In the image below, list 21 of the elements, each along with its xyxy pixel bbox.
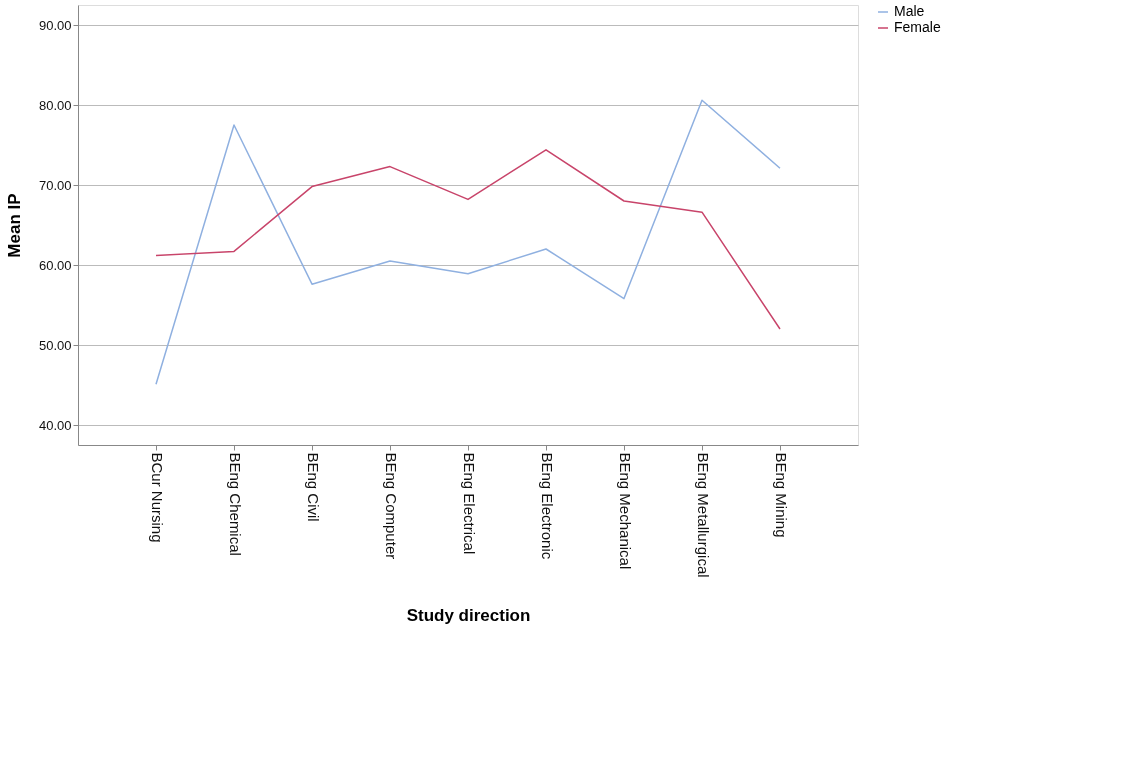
x-tick-label: BEng Chemical	[226, 452, 244, 556]
x-axis-title: Study direction	[406, 605, 531, 625]
y-axis-title: Mean IP	[4, 193, 24, 258]
legend-label: Male	[894, 3, 925, 19]
x-tick-label: BEng Computer	[382, 452, 400, 560]
x-tick-label: BEng Electrical	[460, 452, 478, 555]
line-series	[155, 99, 781, 385]
x-tick-label: BEng Mechanical	[616, 452, 634, 570]
x-tick-label: BCur Nursing	[148, 452, 166, 543]
line-series	[155, 149, 781, 330]
y-tick-label: 90.00	[38, 17, 72, 33]
y-tick-label: 50.00	[38, 337, 72, 353]
legend-label: Female	[894, 19, 941, 35]
y-tick-label: 60.00	[38, 257, 72, 273]
y-tick-label: 40.00	[38, 417, 72, 433]
x-tick-label: BEng Electronic	[538, 452, 556, 560]
x-tick-label: BEng Civil	[304, 452, 322, 522]
x-tick-label: BEng Metallurgical	[694, 452, 712, 578]
y-tick-label: 80.00	[38, 97, 72, 113]
x-tick-label: BEng Mining	[772, 452, 790, 538]
y-tick-label: 70.00	[38, 177, 72, 193]
